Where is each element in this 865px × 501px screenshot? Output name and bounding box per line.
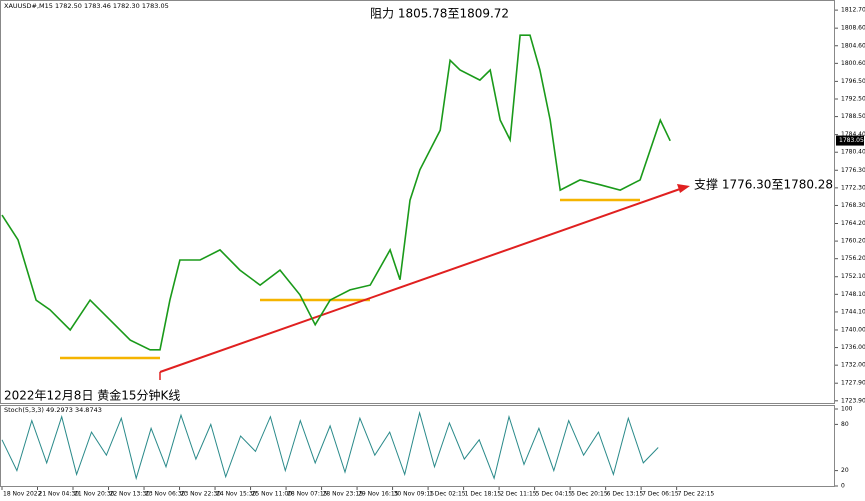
x-tick-label: 28 Nov 23:15	[323, 491, 364, 498]
x-tick-label: 30 Nov 09:15	[394, 491, 435, 498]
stoch-panel	[0, 405, 835, 487]
x-tick-label: 24 Nov 15:30	[216, 491, 257, 498]
y-tick-label: 1784.40	[841, 131, 865, 138]
y-tick-label: 1760.20	[841, 238, 865, 245]
y-tick-label: 1723.90	[841, 397, 865, 404]
annotation: 阻力 1805.78至1809.72	[370, 7, 509, 21]
y-tick-label: 1748.10	[841, 291, 865, 298]
x-tick-label: 2 Dec 11:15	[500, 491, 537, 498]
last-price-label: 1783.05	[839, 137, 864, 144]
x-tick-label: 28 Nov 07:15	[287, 491, 328, 498]
y-tick-label: 1804.60	[841, 42, 865, 49]
x-tick-label: 25 Nov 11:00	[252, 491, 293, 498]
x-tick-label: 1 Dec 02:15	[429, 491, 466, 498]
x-tick-label: 23 Nov 22:30	[181, 491, 222, 498]
y-tick-label: 1740.00	[841, 326, 865, 333]
x-tick-label: 29 Nov 16:15	[358, 491, 399, 498]
y-tick-label: 1727.90	[841, 380, 865, 387]
y-tick-label: 1792.50	[841, 95, 865, 102]
y-tick-label: 1752.10	[841, 273, 865, 280]
x-tick-label: 6 Dec 13:15	[607, 491, 644, 498]
y-tick-label: 1808.60	[841, 25, 865, 32]
y-tick-label: 1768.30	[841, 202, 865, 209]
x-tick-label: 5 Dec 20:15	[571, 491, 608, 498]
x-tick-label: 21 Nov 20:30	[74, 491, 115, 498]
y-tick-label: 1796.50	[841, 78, 865, 85]
y-tick-label: 1800.60	[841, 60, 865, 67]
x-tick-label: 7 Dec 06:15	[642, 491, 679, 498]
main-panel	[0, 0, 835, 404]
y-tick-label: 1788.50	[841, 113, 865, 120]
arrow-head	[677, 184, 690, 193]
x-tick-label: 21 Nov 04:30	[39, 491, 80, 498]
y-tick-label: 1772.30	[841, 184, 865, 191]
x-tick-label: 1 Dec 18:15	[465, 491, 502, 498]
y-tick-label: 1744.10	[841, 308, 865, 315]
y-tick-label: 1736.00	[841, 344, 865, 351]
y-tick-label: 100	[841, 406, 853, 413]
x-tick-label: 5 Dec 04:15	[536, 491, 573, 498]
y-tick-label: 80	[841, 421, 849, 428]
price-line	[1, 410, 659, 481]
last-price-box	[836, 135, 864, 146]
chart-header: XAUUSD#,M15 1782.50 1783.46 1782.30 1783…	[4, 2, 169, 10]
y-tick-label: 1764.20	[841, 220, 865, 227]
x-tick-label: 23 Nov 06:30	[145, 491, 186, 498]
x-tick-label: 7 Dec 22:15	[678, 491, 715, 498]
price-line	[1, 34, 671, 351]
y-tick-label: 1756.20	[841, 255, 865, 262]
y-tick-label: 1776.30	[841, 167, 865, 174]
x-tick-label: 22 Nov 13:30	[110, 491, 151, 498]
y-tick-label: 20	[841, 467, 849, 474]
y-tick-label: 1780.40	[841, 149, 865, 156]
x-tick-label: 18 Nov 2022	[3, 491, 42, 498]
y-tick-label: 0	[841, 482, 845, 489]
annotation: 2022年12月8日 黄金15分钟K线	[4, 388, 180, 403]
y-tick-label: 1732.00	[841, 362, 865, 369]
trend-line	[159, 188, 681, 373]
stoch-header: Stoch(5,3,3) 49.2973 34.8743	[4, 406, 102, 414]
y-tick-label: 1812.70	[841, 7, 865, 14]
annotation: 支撑 1776.30至1780.28	[694, 177, 833, 192]
